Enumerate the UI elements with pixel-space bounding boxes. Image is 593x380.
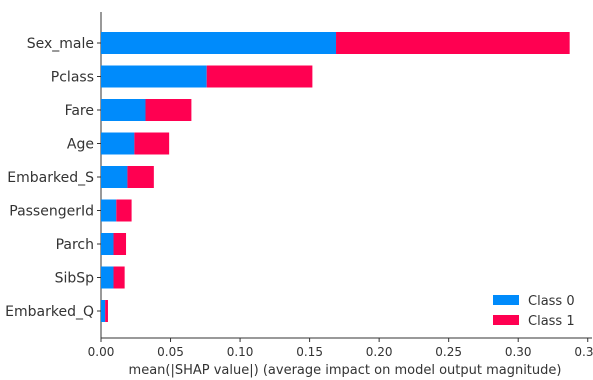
bar-Fare-class-0: [101, 99, 146, 121]
bar-Embarked_Q-class-1: [105, 300, 108, 322]
x-axis-label: mean(|SHAP value|) (average impact on mo…: [129, 363, 562, 378]
legend-label: Class 1: [528, 314, 575, 329]
bar-Age-class-1: [134, 132, 170, 155]
bar-Age-class-0: [101, 132, 135, 155]
bar-Embarked_Q-class-0: [101, 300, 106, 322]
bar-Sex_male-class-0: [101, 32, 337, 54]
x-tick-label: 0.10: [227, 345, 254, 359]
bar-SibSp-class-1: [113, 266, 125, 289]
x-tick-label: 0.15: [296, 345, 323, 359]
legend-label: Class 0: [528, 294, 575, 309]
y-tick-label: PassengerId: [9, 204, 94, 220]
y-tick-label: Embarked_S: [7, 170, 94, 186]
y-tick-label: SibSp: [55, 271, 95, 287]
legend: Class 0 Class 1: [493, 294, 575, 329]
bar-Parch-class-1: [113, 233, 127, 255]
x-tick-label: 0.20: [366, 345, 393, 359]
bar-Embarked_S-class-0: [101, 166, 128, 188]
bar-SibSp-class-0: [101, 266, 114, 289]
x-tick-label: 0.35: [574, 345, 593, 359]
y-tick-label: Fare: [65, 103, 94, 119]
bar-Parch-class-0: [101, 233, 114, 255]
bar-Fare-class-1: [145, 99, 192, 121]
bar-PassengerId-class-1: [116, 199, 132, 222]
x-tick-label: 0.00: [88, 345, 115, 359]
bar-Embarked_S-class-1: [127, 166, 154, 188]
y-tick-label: Parch: [56, 237, 94, 253]
y-tick-label: Pclass: [51, 70, 94, 86]
y-tick-label: Embarked_Q: [5, 304, 94, 320]
bar-Sex_male-class-1: [336, 32, 570, 54]
legend-swatch-class-1: [493, 315, 519, 325]
x-tick-label: 0.25: [435, 345, 462, 359]
bar-PassengerId-class-0: [101, 199, 117, 222]
y-tick-label: Age: [67, 137, 94, 153]
legend-swatch-class-0: [493, 295, 519, 305]
y-tick-label: Sex_male: [27, 36, 94, 52]
x-tick-label: 0.30: [505, 345, 532, 359]
x-tick-label: 0.05: [157, 345, 184, 359]
bar-Pclass-class-0: [101, 65, 207, 88]
bar-Pclass-class-1: [206, 65, 313, 88]
plot-area: Sex_male Pclass Fare Age Embarked_S Passenger…: [5, 12, 593, 359]
